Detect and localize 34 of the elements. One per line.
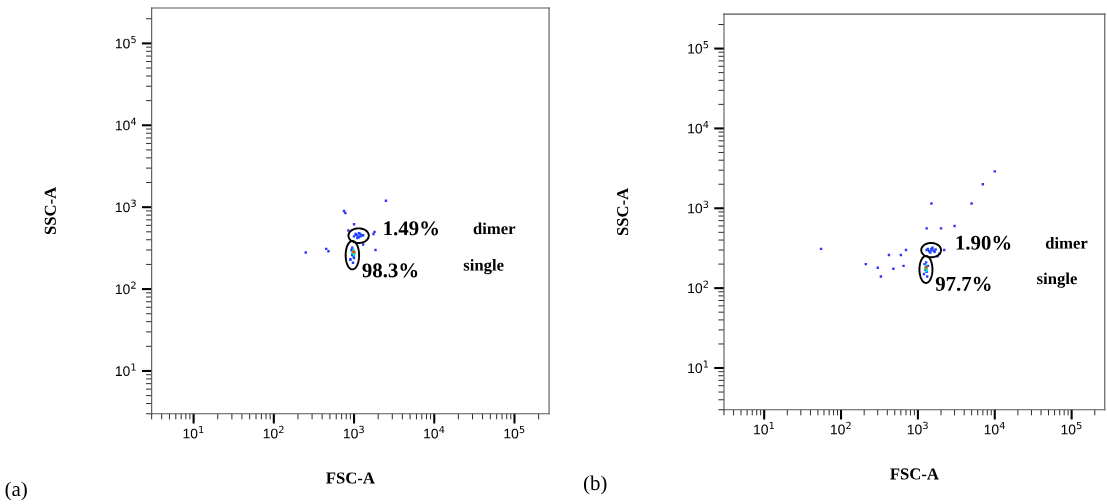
y-tick-label: 10$^{3}$ [115, 199, 136, 213]
y-tick-label: 10$^{5}$ [688, 41, 709, 54]
y-tick-label: 10$^{1}$ [115, 363, 136, 377]
y-tick-label: 10$^{4}$ [688, 120, 709, 134]
y-tick-label: 10$^{4}$ [115, 117, 137, 131]
y-tick-label: 10$^{1}$ [688, 360, 709, 374]
x-axis-title: FSC-A [326, 472, 375, 484]
x-tick-label: 10$^{4}$ [984, 421, 1005, 435]
annotation: 97.7% [935, 276, 991, 291]
y-tick-label: 10$^{2}$ [688, 280, 708, 294]
x-tick-label: 10$^{2}$ [263, 425, 284, 439]
text: (a) [5, 481, 27, 501]
x-tick-label: 10$^{4}$ [424, 425, 445, 439]
annotation: 1.49% [384, 221, 439, 236]
annotation: single [1037, 272, 1077, 288]
annotation: dimer [473, 222, 516, 235]
y-tick-label: 10$^{3}$ [688, 200, 709, 214]
x-tick-label: 10$^{1}$ [754, 421, 774, 435]
y-axis-title: SSC-A [617, 187, 629, 236]
annotation: dimer [1045, 237, 1088, 249]
x-axis-title: FSC-A [890, 468, 939, 480]
x-tick-label: 10$^{1}$ [183, 425, 204, 439]
x-tick-label: 10$^{3}$ [907, 421, 928, 435]
y-tick-label: 10$^{2}$ [115, 281, 136, 295]
annotation: 98.3% [362, 263, 418, 278]
y-axis-title: SSC-A [44, 186, 56, 235]
x-tick-label: 10$^{3}$ [343, 425, 364, 439]
y-tick-label: 10$^{5}$ [115, 35, 136, 49]
annotation: single [463, 259, 504, 275]
annotation: 1.90% [956, 235, 1011, 250]
x-tick-label: 10$^{5}$ [1061, 421, 1082, 435]
x-tick-label: 10$^{5}$ [504, 425, 525, 439]
text: (b) [583, 475, 607, 495]
x-tick-label: 10$^{2}$ [830, 421, 851, 435]
